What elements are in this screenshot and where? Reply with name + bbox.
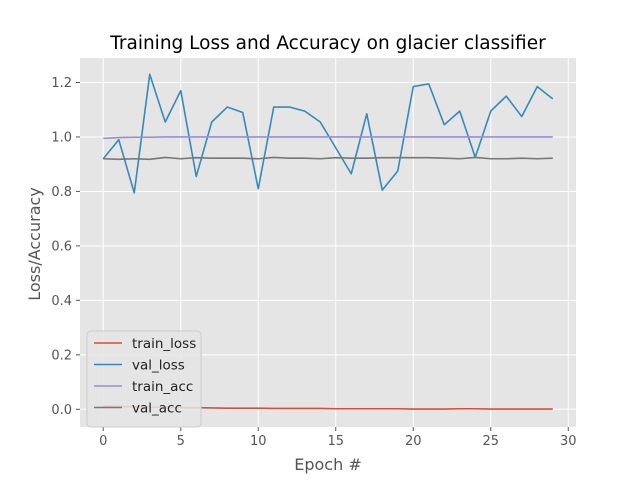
y-tick-label: 0.0 (51, 403, 72, 418)
x-tick-label: 25 (482, 434, 499, 449)
x-tick-label: 20 (405, 434, 422, 449)
x-axis-ticks: 0 5 10 15 20 25 30 (99, 427, 577, 449)
y-axis-label: Loss/Accuracy (25, 187, 44, 301)
x-axis-label: Epoch # (294, 455, 361, 474)
series-line-train-acc (103, 136, 553, 140)
x-tick-label: 15 (327, 434, 344, 449)
x-tick-label: 5 (177, 434, 185, 449)
x-tick-label: 30 (560, 434, 577, 449)
y-tick-label: 1.2 (51, 76, 72, 91)
chart-title: Training Loss and Accuracy on glacier cl… (109, 33, 546, 54)
y-tick-label: 0.2 (51, 348, 72, 363)
series-line-val-acc (103, 156, 553, 161)
y-tick-label: 0.8 (51, 185, 72, 200)
legend-label-val-loss: val_loss (132, 358, 185, 374)
y-tick-label: 0.4 (51, 294, 72, 309)
legend-label-val-acc: val_acc (132, 401, 182, 417)
y-tick-label: 0.6 (51, 239, 72, 254)
legend-label-train-loss: train_loss (132, 336, 196, 352)
y-tick-label: 1.0 (51, 130, 72, 145)
legend: train_loss val_loss train_acc val_acc (86, 330, 202, 428)
legend-box (86, 330, 202, 428)
x-tick-label: 10 (250, 434, 267, 449)
y-axis-ticks: 0.0 0.2 0.4 0.6 0.8 1.0 1.2 (51, 76, 80, 418)
x-tick-label: 0 (99, 434, 107, 449)
series-line-val-loss (102, 73, 554, 194)
legend-label-train-acc: train_acc (132, 379, 193, 395)
